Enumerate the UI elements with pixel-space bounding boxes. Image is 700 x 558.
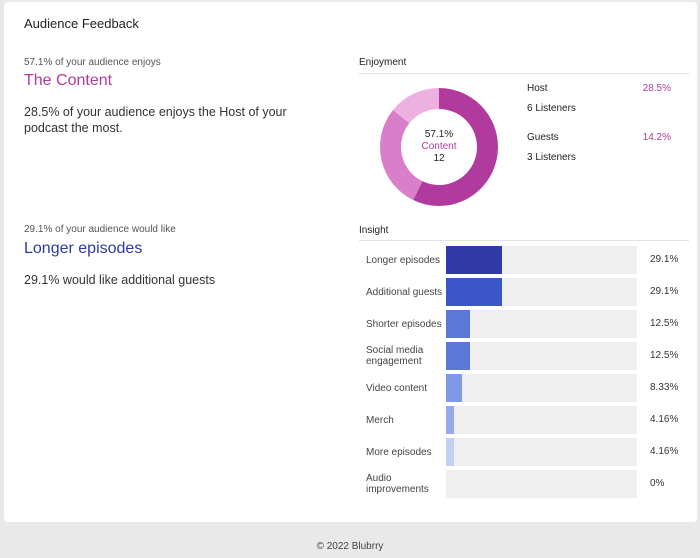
content-kicker: 57.1% of your audience enjoys: [24, 57, 161, 68]
request-body: 29.1% would like additional guests: [24, 273, 216, 287]
insight-row-label: Audio improvements: [366, 473, 429, 495]
insight-bar-track: [446, 438, 637, 466]
insight-bar-track: [446, 246, 637, 274]
insight-row: Merch 4.16%: [366, 406, 686, 434]
insight-row-pct: 12.5%: [650, 318, 679, 329]
insight-row: Audio improvements 0%: [366, 470, 686, 498]
request-headline: Longer episodes: [24, 240, 143, 257]
donut-center-count: 12: [433, 153, 445, 164]
insight-bar-fill: [446, 278, 502, 306]
donut-center-pct: 57.1%: [425, 129, 453, 140]
insight-bar-track: [446, 310, 637, 338]
audience-feedback-card: Audience Feedback 57.1% of your audience…: [4, 2, 697, 522]
donut-slice-host: [380, 110, 423, 201]
insight-row-label: Merch: [366, 414, 394, 426]
insight-divider: [359, 240, 689, 241]
legend-host-name: Host: [527, 83, 548, 94]
insight-row: Shorter episodes 12.5%: [366, 310, 686, 338]
insight-row: Video content 8.33%: [366, 374, 686, 402]
insight-row: Additional guests 29.1%: [366, 278, 686, 306]
insight-row-label: Shorter episodes: [366, 318, 442, 330]
insight-row-pct: 29.1%: [650, 286, 679, 297]
insight-row-pct: 0%: [650, 478, 665, 489]
insight-row-pct: 4.16%: [650, 446, 679, 457]
insight-bar-track: [446, 470, 637, 498]
legend-host-listeners: 6 Listeners: [527, 103, 576, 114]
insight-bar-fill: [446, 342, 470, 370]
donut-slice-content: [413, 88, 498, 206]
insight-row: More episodes 4.16%: [366, 438, 686, 466]
card-title: Audience Feedback: [24, 16, 139, 31]
insight-bar-fill: [446, 310, 470, 338]
enjoyment-donut-chart: 57.1% Content 12: [380, 88, 498, 206]
insight-row-label: Additional guests: [366, 286, 443, 298]
insight-bar-track: [446, 374, 637, 402]
insight-row: Longer episodes 29.1%: [366, 246, 686, 274]
insight-row-label: Video content: [366, 382, 427, 394]
donut-center-name: Content: [421, 141, 456, 152]
insight-row-pct: 8.33%: [650, 382, 679, 393]
insight-row-label: More episodes: [366, 446, 432, 458]
content-body: 28.5% of your audience enjoys the Host o…: [24, 105, 287, 135]
insight-row-label: Longer episodes: [366, 254, 440, 266]
insight-bar-track: [446, 278, 637, 306]
insight-row-label: Social media engagement: [366, 345, 424, 367]
enjoyment-label: Enjoyment: [359, 57, 407, 68]
legend-guests-pct: 14.2%: [642, 132, 671, 143]
insight-bar-fill: [446, 374, 462, 402]
insight-label: Insight: [359, 225, 389, 236]
legend-guests-name: Guests: [527, 132, 559, 143]
legend-guests-listeners: 3 Listeners: [527, 152, 576, 163]
legend-host-pct: 28.5%: [642, 83, 671, 94]
insight-row-pct: 12.5%: [650, 350, 679, 361]
request-kicker: 29.1% of your audience would like: [24, 224, 176, 235]
insight-bar-fill: [446, 438, 454, 466]
insight-bar-track: [446, 342, 637, 370]
insight-row-pct: 29.1%: [650, 254, 679, 265]
enjoyment-divider: [359, 73, 689, 74]
donut-slice-guests: [393, 88, 439, 124]
footer-copyright: © 2022 Blubrry: [316, 541, 384, 552]
content-headline: The Content: [24, 72, 113, 89]
insight-row-pct: 4.16%: [650, 414, 679, 425]
insight-row: Social media engagement 12.5%: [366, 342, 686, 370]
insight-bar-fill: [446, 406, 454, 434]
insight-bar-fill: [446, 246, 502, 274]
insight-bar-track: [446, 406, 637, 434]
